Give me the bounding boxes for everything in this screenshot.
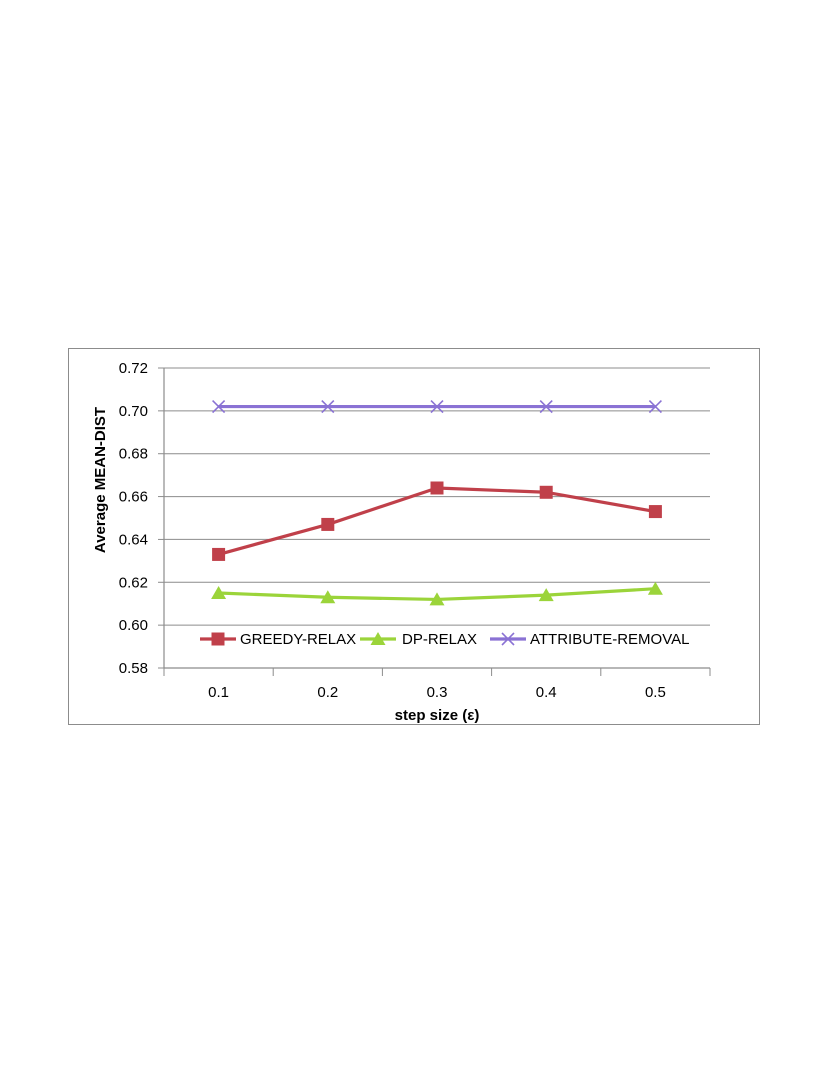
y-tick-label: 0.60 [119,617,148,634]
data-point-greedy-relax [321,517,335,531]
data-point-attribute-removal [212,400,226,414]
data-point-dp-relax [647,581,663,595]
data-point-dp-relax [538,588,554,602]
series-dp-relax [211,581,663,606]
x-tick-label: 0.2 [317,684,338,701]
data-point-dp-relax [211,586,227,599]
legend-item-attribute-removal: ATTRIBUTE-REMOVAL [490,631,689,648]
x-tick-label: 0.3 [427,684,448,701]
legend: GREEDY-RELAX DP-RELAX ATTRIBUTE-REMOVAL [200,631,689,648]
y-tick-label: 0.68 [119,446,148,463]
gridlines [164,367,710,626]
y-tick-label: 0.66 [119,489,148,506]
x-axis-title: step size (ε) [395,707,480,724]
legend-marker [370,632,386,645]
x-tick-label: 0.5 [645,684,666,701]
series-line-greedy-relax [218,486,656,556]
legend-label: GREEDY-RELAX [240,631,356,648]
legend-label: DP-RELAX [402,631,477,648]
y-tick-label: 0.70 [119,403,148,420]
data-point-greedy-relax [430,481,444,495]
x-tick-label: 0.1 [208,684,229,701]
legend-item-greedy-relax: GREEDY-RELAX [200,631,356,648]
y-tick-label: 0.72 [119,360,148,377]
data-point-attribute-removal [430,400,444,414]
data-point-dp-relax [429,592,445,606]
legend-marker [501,632,515,646]
data-point-attribute-removal [648,400,662,414]
data-point-greedy-relax [539,485,553,499]
data-point-greedy-relax [212,547,226,561]
x-tick-label: 0.4 [536,684,557,701]
legend-marker [211,632,225,646]
y-axis-title: Average MEAN-DIST [92,407,109,553]
legend-item-dp-relax: DP-RELAX [360,631,477,648]
y-tick-label: 0.58 [119,660,148,677]
y-tick-label: 0.64 [119,531,148,548]
data-point-attribute-removal [321,400,335,414]
series-attribute-removal [212,400,662,414]
series-greedy-relax [212,481,662,561]
axes: 0.58 0.60 0.62 0.64 0.66 0.68 0.70 0.72 0.1 0.2 0.… [119,360,711,701]
data-point-dp-relax [320,590,336,604]
data-point-greedy-relax [648,505,662,519]
legend-label: ATTRIBUTE-REMOVAL [530,631,689,648]
data-point-attribute-removal [539,400,553,414]
series-layer [211,400,663,606]
y-tick-label: 0.62 [119,574,148,591]
